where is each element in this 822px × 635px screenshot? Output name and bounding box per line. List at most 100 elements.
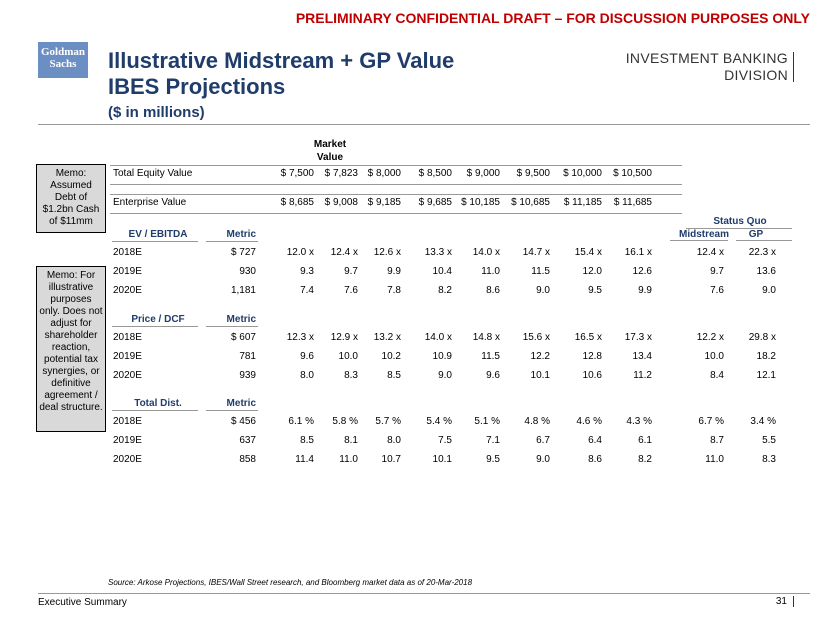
- row-value: 8.5: [300, 435, 314, 446]
- row-value: 5.7 %: [375, 416, 401, 427]
- row-value: 9.9: [638, 285, 652, 296]
- goldman-sachs-logo: Goldman Sachs: [38, 42, 88, 78]
- status-quo-midstream-value: 7.6: [710, 285, 724, 296]
- enterprise-value-cell: $ 9,185: [367, 197, 401, 208]
- midstream-header-rule: [670, 240, 728, 241]
- metric-header: Metric: [226, 398, 256, 409]
- equity-value-band: [110, 165, 682, 185]
- status-quo-midstream-value: 11.0: [705, 454, 724, 465]
- row-value: 12.0: [582, 266, 602, 277]
- row-metric: $ 727: [230, 247, 256, 258]
- row-value: 9.3: [300, 266, 314, 277]
- row-metric: $ 607: [230, 332, 256, 343]
- row-value: 5.1 %: [474, 416, 500, 427]
- row-metric: 637: [239, 435, 256, 446]
- row-value: 11.0: [481, 266, 500, 277]
- row-value: 9.0: [536, 454, 550, 465]
- status-quo-gp-value: 29.8 x: [748, 332, 776, 343]
- row-value: 16.5 x: [574, 332, 602, 343]
- row-value: 17.3 x: [624, 332, 652, 343]
- row-value: 8.3: [344, 370, 358, 381]
- row-value: 7.4: [300, 285, 314, 296]
- row-value: 6.1 %: [288, 416, 314, 427]
- row-value: 14.0 x: [472, 247, 500, 258]
- enterprise-value-cell: $ 9,685: [418, 197, 452, 208]
- row-value: 6.7: [536, 435, 550, 446]
- section-header: Price / DCF: [131, 314, 185, 325]
- status-quo-midstream-value: 8.4: [710, 370, 724, 381]
- enterprise-value-cell: $ 10,185: [461, 197, 500, 208]
- row-value: 10.2: [381, 351, 401, 362]
- market-value-header: Market Value: [313, 139, 347, 163]
- row-value: 7.1: [486, 435, 500, 446]
- row-year: 2020E: [113, 370, 142, 381]
- row-value: 11.4: [295, 454, 314, 465]
- metric-header: Metric: [226, 314, 256, 325]
- section-header-rule: [112, 241, 198, 242]
- row-value: 7.8: [387, 285, 401, 296]
- title-line-1: Illustrative Midstream + GP Value: [108, 48, 455, 73]
- confidential-banner: PRELIMINARY CONFIDENTIAL DRAFT – FOR DIS…: [295, 10, 810, 26]
- row-value: 14.8 x: [472, 332, 500, 343]
- page-title: Illustrative Midstream + GP Value IBES P…: [108, 48, 454, 100]
- equity-value-cell: $ 9,500: [516, 168, 550, 179]
- row-year: 2018E: [113, 416, 142, 427]
- status-quo-gp-value: 22.3 x: [748, 247, 776, 258]
- section-header-rule: [112, 326, 198, 327]
- row-value: 10.6: [582, 370, 602, 381]
- row-value: 9.0: [536, 285, 550, 296]
- row-value: 10.9: [432, 351, 452, 362]
- metric-header: Metric: [226, 229, 256, 240]
- row-value: 13.2 x: [373, 332, 401, 343]
- row-value: 9.6: [486, 370, 500, 381]
- status-quo-midstream-value: 12.4 x: [696, 247, 724, 258]
- title-line-2: IBES Projections: [108, 74, 286, 99]
- status-quo-gp-value: 13.6: [756, 266, 776, 277]
- status-quo-gp-value: 18.2: [756, 351, 776, 362]
- memo-debt-cash: Memo: Assumed Debt of $1.2bn Cash of $11…: [36, 164, 106, 233]
- status-quo-gp-header: GP: [748, 229, 764, 240]
- row-value: 10.4: [432, 266, 452, 277]
- row-metric: 781: [239, 351, 256, 362]
- equity-value-cell: $ 7,823: [324, 168, 358, 179]
- row-year: 2018E: [113, 247, 142, 258]
- status-quo-rule: [686, 228, 792, 229]
- equity-value-cell: $ 8,000: [367, 168, 401, 179]
- row-value: 13.4: [632, 351, 652, 362]
- row-value: 15.4 x: [574, 247, 602, 258]
- row-value: 6.4: [588, 435, 602, 446]
- status-quo-midstream-value: 12.2 x: [696, 332, 724, 343]
- division-label: INVESTMENT BANKING DIVISION: [626, 50, 788, 84]
- enterprise-value-cell: $ 10,685: [511, 197, 550, 208]
- equity-value-cell: $ 7,500: [280, 168, 314, 179]
- status-quo-midstream-value: 9.7: [710, 266, 724, 277]
- status-quo-gp-value: 5.5: [762, 435, 776, 446]
- status-quo-gp-value: 8.3: [762, 454, 776, 465]
- division-line-1: INVESTMENT BANKING: [625, 50, 788, 66]
- row-value: 8.1: [344, 435, 358, 446]
- equity-value-label: Total Equity Value: [113, 168, 193, 179]
- logo-line-2: Sachs: [49, 58, 77, 70]
- gp-header-rule: [736, 240, 792, 241]
- row-value: 12.3 x: [286, 332, 314, 343]
- status-quo-gp-value: 9.0: [762, 285, 776, 296]
- row-value: 8.5: [387, 370, 401, 381]
- row-metric: 1,181: [230, 285, 256, 296]
- status-quo-midstream-value: 10.0: [704, 351, 724, 362]
- row-value: 7.5: [438, 435, 452, 446]
- row-value: 10.0: [338, 351, 358, 362]
- row-value: 10.1: [530, 370, 550, 381]
- row-year: 2020E: [113, 454, 142, 465]
- row-value: 8.6: [486, 285, 500, 296]
- row-value: 13.3 x: [424, 247, 452, 258]
- row-value: 8.2: [638, 454, 652, 465]
- row-value: 8.2: [438, 285, 452, 296]
- section-header: EV / EBITDA: [128, 229, 188, 240]
- row-value: 12.4 x: [330, 247, 358, 258]
- row-value: 12.0 x: [286, 247, 314, 258]
- footer-rule: [38, 593, 810, 594]
- row-year: 2019E: [113, 266, 142, 277]
- row-value: 7.6: [344, 285, 358, 296]
- row-metric: $ 456: [230, 416, 256, 427]
- row-value: 11.2: [633, 370, 652, 381]
